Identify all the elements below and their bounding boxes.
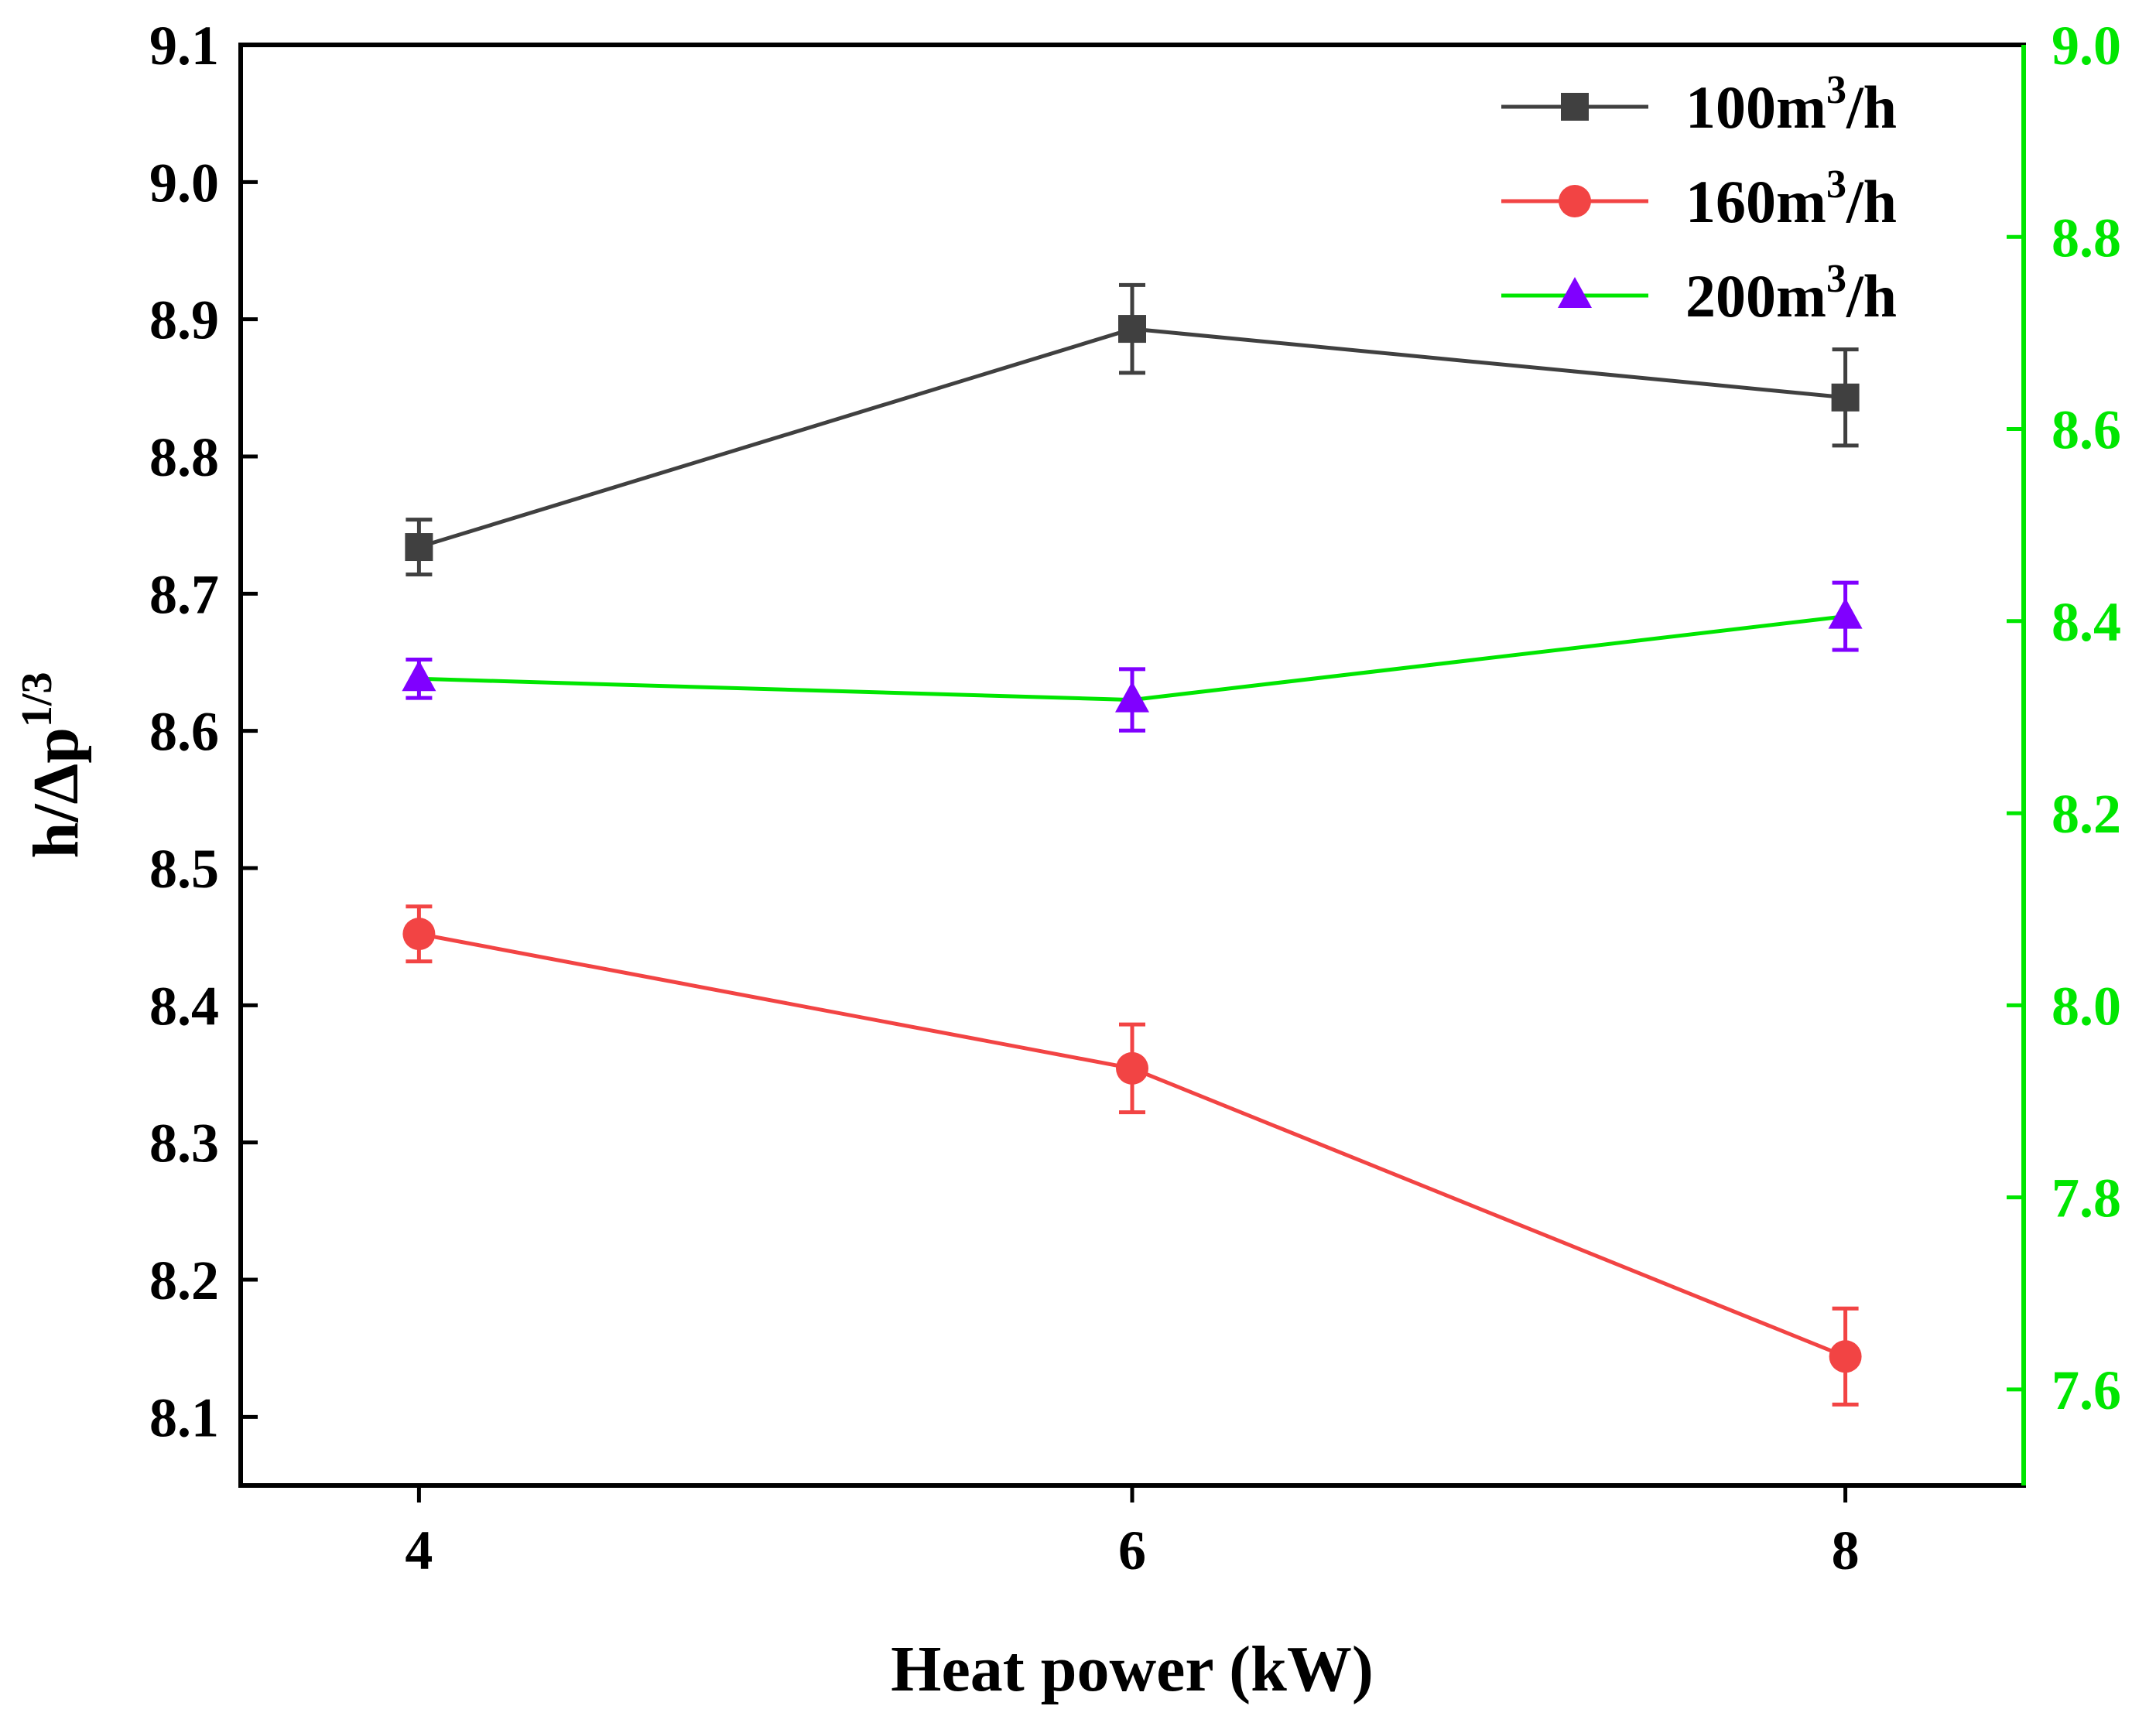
left-tick-label: 8.1: [149, 1386, 219, 1448]
y-axis-title-base: h/Δp: [20, 727, 92, 858]
series-0: [405, 282, 1860, 577]
legend-marker: [1558, 277, 1592, 308]
right-axis: 7.6 7.8 8.0 8.2 8.4 8.6 8.8 9.0: [2007, 15, 2121, 1421]
left-axis: 8.1 8.2 8.3 8.4 8.5 8.6 8.7 8.8 8.9 9.0 9.1: [149, 15, 258, 1448]
left-tick-label: 8.4: [149, 975, 219, 1037]
data-point: [1116, 1051, 1148, 1085]
data-point: [1828, 597, 1863, 629]
data-point: [405, 533, 433, 562]
legend-item: 200m3/h: [1501, 257, 1897, 330]
right-tick-label: 8.6: [2052, 399, 2121, 461]
bottom-axis: 4 6 8: [405, 1485, 1860, 1581]
right-tick-label: 8.4: [2052, 591, 2121, 653]
data-point: [402, 660, 436, 692]
data-point: [1118, 315, 1146, 344]
legend-marker: [1559, 185, 1591, 217]
legend-item: 160m3/h: [1501, 162, 1897, 235]
left-tick-label: 8.7: [149, 563, 219, 625]
left-tick-label: 8.2: [149, 1250, 219, 1311]
left-tick-label: 9.1: [149, 15, 219, 77]
series-line: [418, 932, 1846, 1359]
data-point: [1831, 383, 1860, 412]
legend: 100m3/h 160m3/h 200m3/h: [1501, 68, 1897, 330]
series-1: [402, 904, 1862, 1407]
y-axis-title: h/Δp1/3: [13, 672, 92, 859]
left-tick-label: 8.3: [149, 1113, 219, 1174]
legend-label: 100m3/h: [1685, 68, 1897, 141]
x-tick-label: 4: [405, 1520, 433, 1581]
right-tick-label: 7.6: [2052, 1359, 2121, 1421]
series-2: [402, 580, 1863, 733]
left-tick-label: 8.5: [149, 838, 219, 900]
left-tick-label: 8.8: [149, 426, 219, 488]
data-point: [1829, 1340, 1862, 1373]
y-axis-title-sup: 1/3: [13, 672, 61, 728]
right-tick-label: 8.0: [2052, 975, 2121, 1037]
right-tick-label: 7.8: [2052, 1167, 2121, 1229]
legend-item: 100m3/h: [1501, 68, 1897, 141]
left-tick-label: 8.6: [149, 701, 219, 763]
right-tick-label: 8.8: [2052, 207, 2121, 268]
left-tick-label: 8.9: [149, 289, 219, 351]
plot-frame: [238, 43, 2026, 1488]
x-axis-title: Heat power (kW): [891, 1633, 1374, 1705]
right-tick-label: 9.0: [2052, 15, 2121, 77]
data-point: [1115, 681, 1149, 713]
right-tick-label: 8.2: [2052, 783, 2121, 845]
legend-label: 200m3/h: [1685, 257, 1897, 330]
legend-label: 160m3/h: [1685, 162, 1897, 235]
legend-marker: [1561, 93, 1589, 121]
x-tick-label: 6: [1118, 1520, 1146, 1581]
axis-labels: Heat power (kW) h/Δp1/3: [13, 672, 1374, 1706]
left-tick-label: 9.0: [149, 152, 219, 214]
series-group: [402, 282, 1863, 1407]
x-tick-label: 8: [1832, 1520, 1860, 1581]
data-point: [402, 918, 436, 951]
